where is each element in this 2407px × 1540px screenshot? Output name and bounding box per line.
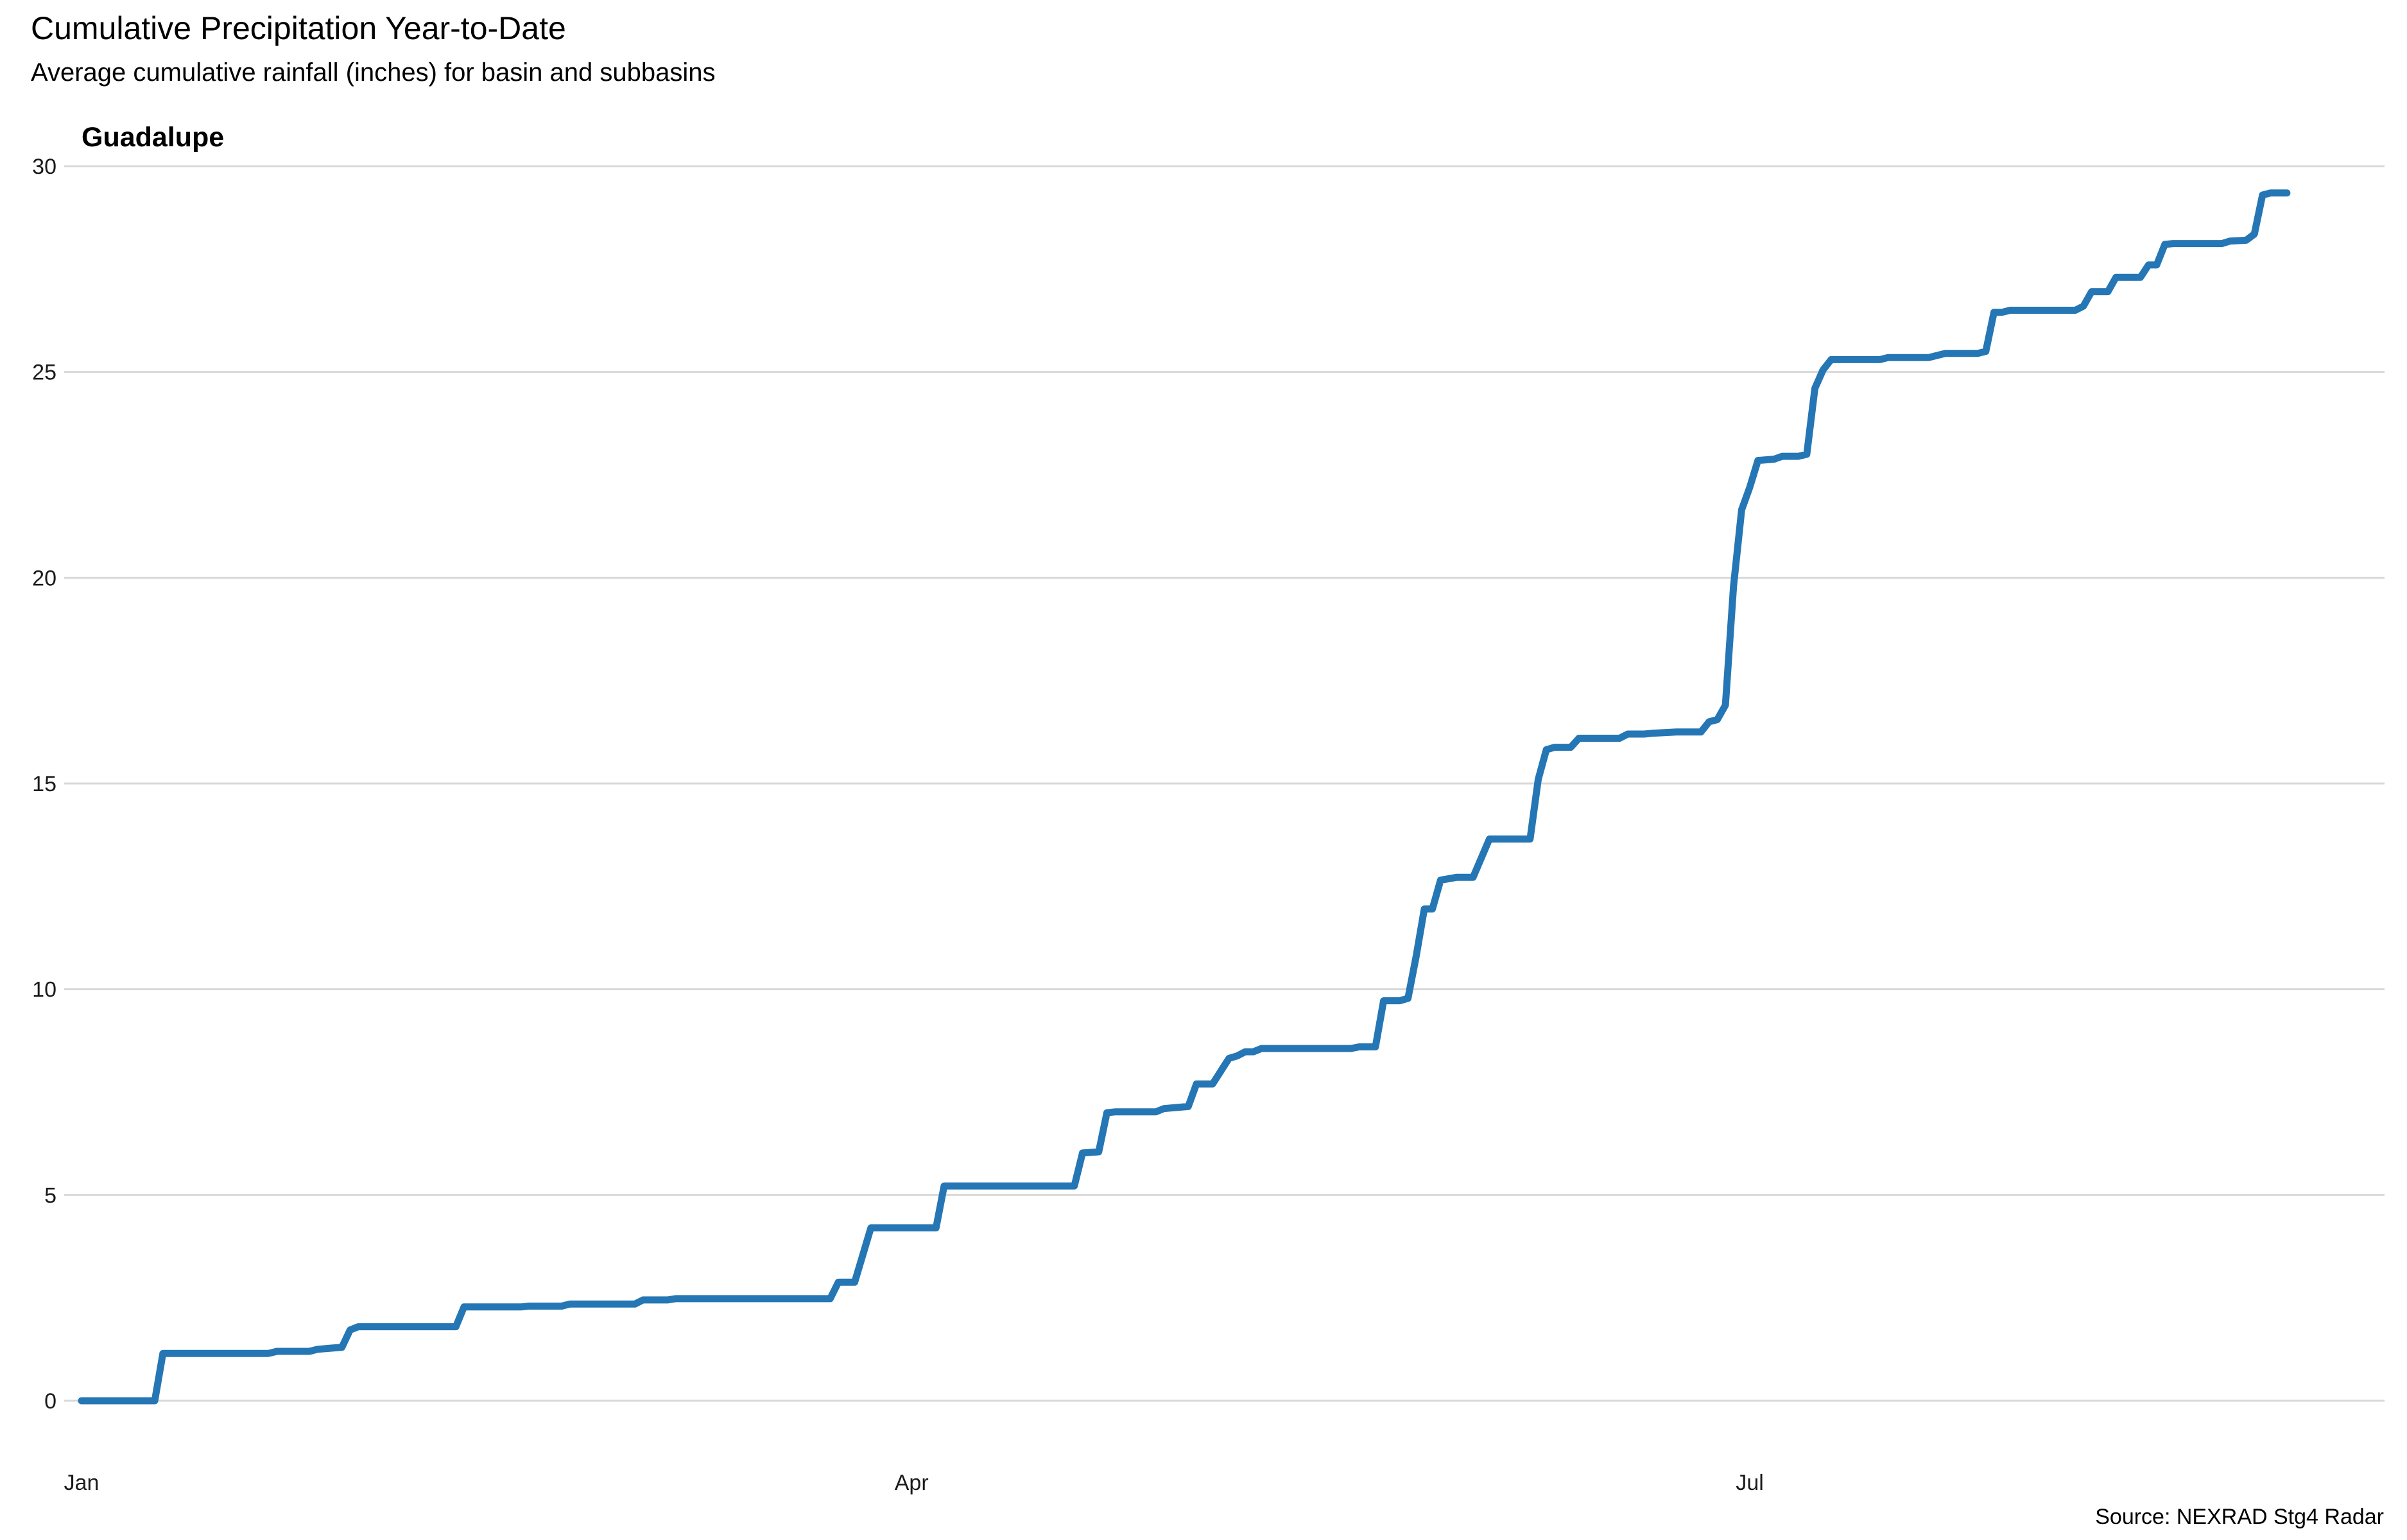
y-tick-label: 25: [32, 361, 56, 385]
x-tick-label: Jul: [1736, 1471, 1763, 1495]
y-tick-label: 30: [32, 155, 56, 179]
y-tick-label: 15: [32, 772, 56, 796]
series-line-0: [78, 189, 2291, 1405]
grid-layer: [64, 165, 2385, 1402]
chart-subtitle: Average cumulative rainfall (inches) for…: [31, 58, 716, 87]
x-tick-label: Jan: [64, 1471, 99, 1495]
facet-label: Guadalupe: [82, 122, 225, 153]
y-axis-ticks: 0 5 10 15 20 25 30: [32, 155, 56, 1414]
x-axis-ticks: Jan Apr Jul: [64, 1471, 1764, 1495]
series-layer: [78, 189, 2291, 1405]
y-tick-label: 20: [32, 566, 56, 590]
y-tick-label: 0: [44, 1389, 56, 1414]
chart-title: Cumulative Precipitation Year-to-Date: [31, 10, 566, 46]
y-tick-label: 5: [44, 1183, 56, 1208]
y-tick-label: 10: [32, 978, 56, 1002]
x-tick-label: Apr: [895, 1471, 929, 1495]
source-caption: Source: NEXRAD Stg4 Radar: [2095, 1505, 2384, 1529]
